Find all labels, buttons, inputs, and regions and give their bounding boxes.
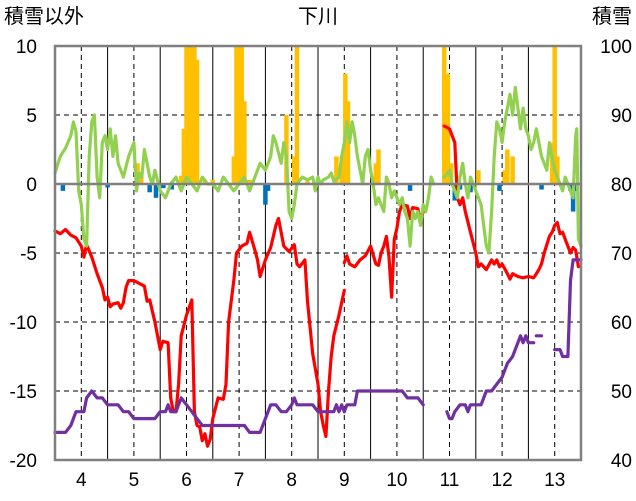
right-tick-label: 60 [611,313,632,334]
bar [169,184,175,190]
bar [210,179,216,184]
series-line-1 [442,85,583,255]
bar [441,46,447,184]
series-line-0 [342,203,423,299]
left-tick-label: 5 [26,106,37,127]
left-tick-label: -15 [10,382,37,403]
series-line-0 [53,216,346,448]
x-tick-label: 8 [286,470,297,491]
bar [161,184,166,189]
series-line-2 [553,258,583,359]
left-tick-label: 10 [16,37,37,58]
x-tick-label: 6 [181,470,192,491]
series-line-2 [445,334,536,421]
right-tick-label: 80 [611,175,632,196]
bar [505,149,510,184]
bar [234,46,239,184]
bar [407,184,413,191]
bar [376,149,381,184]
x-tick-label: 4 [76,470,87,491]
bar [510,156,515,184]
bar [247,179,252,184]
x-axis-ticks: 4 5 6 7 8 9 10 11 12 13 [76,470,565,491]
bar [555,156,560,184]
series-line-2 [342,389,425,414]
bar [294,46,300,184]
bar [539,184,544,190]
bar [339,156,344,184]
bar [153,184,159,198]
chart-title: 下川 [298,4,338,28]
series-line-0 [442,124,580,281]
plot-border [53,44,583,462]
left-axis-ticks: 10 5 0 -5 -10 -15 -20 [10,37,37,472]
bar [476,170,481,184]
right-tick-label: 70 [611,244,632,265]
right-tick-label: 40 [611,451,632,472]
bar [305,181,310,184]
x-tick-label: 10 [386,470,407,491]
x-tick-label: 12 [492,470,513,491]
bar [192,46,197,184]
bar [373,163,379,184]
left-tick-label: -10 [10,313,37,334]
bar [552,46,557,184]
right-axis-label: 積雪 [592,4,632,28]
right-tick-label: 90 [611,106,632,127]
bar [231,156,237,184]
x-tick-label: 9 [339,470,350,491]
bar [178,175,184,184]
bar [139,177,144,184]
bar [497,184,502,191]
left-tick-label: -20 [10,451,37,472]
bar [242,101,247,184]
bar [236,46,242,184]
bar [60,184,66,191]
x-tick-label: 11 [440,470,460,491]
left-tick-label: 0 [26,175,37,196]
plot-frame [53,44,583,462]
right-tick-label: 50 [611,382,632,403]
left-tick-label: -5 [20,244,37,265]
bar [105,184,110,188]
bar [502,170,507,184]
bar [239,46,244,184]
bar [181,128,187,184]
line-series [53,85,583,448]
bar [573,184,578,191]
right-tick-label: 100 [600,37,632,58]
bar [194,59,200,184]
left-axis-label: 積雪以外 [4,4,84,28]
bar [334,156,339,184]
bar [147,184,152,193]
x-tick-label: 7 [234,470,245,491]
bar [189,46,195,184]
series-line-1 [53,113,436,248]
bar [292,156,297,184]
right-axis-ticks: 100 90 80 70 60 50 40 [600,37,632,472]
bar [184,46,189,184]
series-line-2 [53,389,346,434]
bar [263,184,268,205]
x-tick-label: 13 [544,470,565,491]
bar [345,101,351,184]
x-tick-label: 5 [129,470,140,491]
bar-series [60,46,578,212]
bar [186,46,192,184]
bar [265,184,271,191]
